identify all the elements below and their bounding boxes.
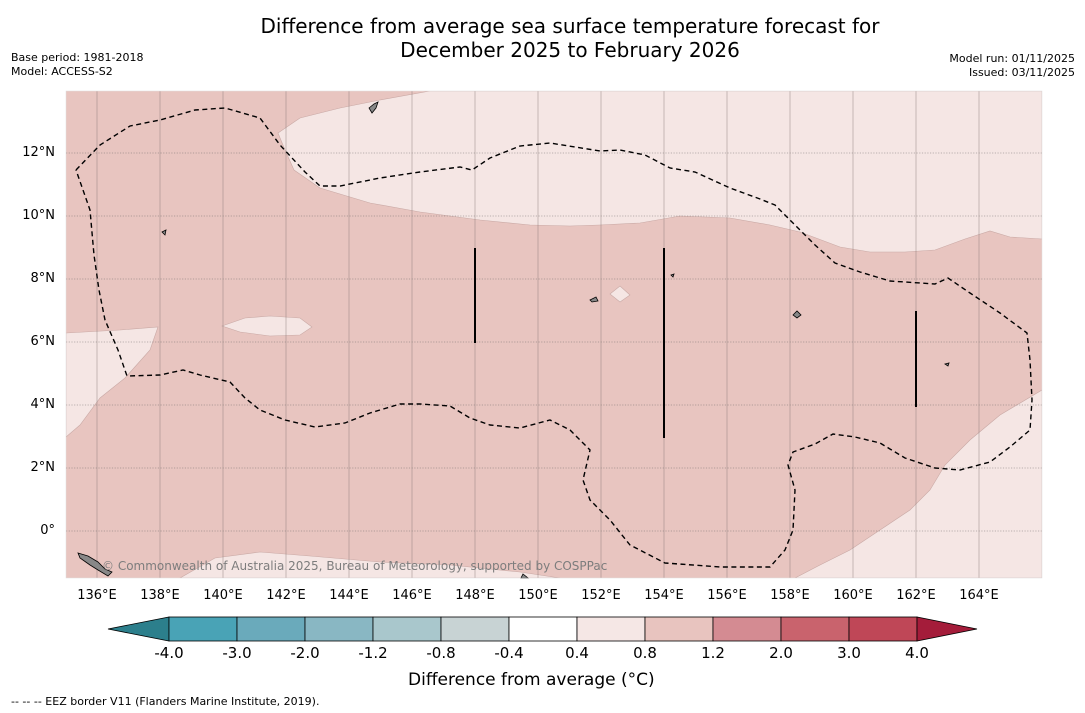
lat-label-6n: 6°N [30, 334, 56, 349]
colorbar-bin-6 [508, 616, 578, 642]
lon-label-136e: 136°E [77, 588, 117, 603]
lon-label-156e: 156°E [707, 588, 747, 603]
issued-date: Issued: 03/11/2025 [968, 66, 1075, 79]
credit-text: © Commonwealth of Australia 2025, Bureau… [102, 559, 608, 573]
lat-label-2n: 2°N [30, 460, 56, 475]
colorbar-label-3: -1.2 [358, 644, 388, 662]
colorbar-label-7: 0.8 [633, 644, 657, 662]
colorbar-bin-10 [780, 616, 850, 642]
light-anomaly-region-southeast [794, 389, 1042, 578]
lon-label-144e: 144°E [329, 588, 369, 603]
colorbar-bin-5 [440, 616, 510, 642]
colorbar-label-8: 1.2 [701, 644, 725, 662]
eez-border [75, 107, 1033, 568]
lon-label-160e: 160°E [833, 588, 873, 603]
light-anomaly-region-north [277, 91, 1042, 253]
footnote: -- -- -- EEZ border V11 (Flanders Marine… [11, 695, 320, 708]
lon-label-152e: 152°E [581, 588, 621, 603]
lat-label-10n: 10°N [22, 208, 55, 223]
colorbar-label-1: -3.0 [222, 644, 252, 662]
lat-label-4n: 4°N [30, 397, 56, 412]
title-line-2: December 2025 to February 2026 [400, 38, 740, 62]
light-anomaly-patch-west [221, 315, 313, 337]
lon-label-154e: 154°E [644, 588, 684, 603]
map-title: Difference from average sea surface temp… [0, 14, 1085, 62]
colorbar-bin-11 [848, 616, 918, 642]
colorbar-label-10: 3.0 [837, 644, 861, 662]
lon-label-140e: 140°E [203, 588, 243, 603]
islands [77, 101, 950, 579]
colorbar-bin-4 [372, 616, 442, 642]
colorbar-bin-2 [236, 616, 306, 642]
lon-label-150e: 150°E [518, 588, 558, 603]
model-name: Model: ACCESS-S2 [11, 65, 113, 78]
colorbar-bin-3 [304, 616, 374, 642]
model-run: Model run: 01/11/2025 [949, 52, 1075, 65]
colorbar [107, 616, 978, 642]
lon-label-142e: 142°E [266, 588, 306, 603]
lon-label-138e: 138°E [140, 588, 180, 603]
lat-label-0: 0° [40, 523, 55, 538]
colorbar-label-11: 4.0 [905, 644, 929, 662]
colorbar-bin-1 [168, 616, 238, 642]
colorbar-arrow-low [107, 616, 170, 642]
colorbar-label-6: 0.4 [565, 644, 589, 662]
light-anomaly-patch-south [179, 551, 561, 578]
colorbar-arrow-high [916, 616, 978, 642]
colorbar-bin-9 [712, 616, 782, 642]
lat-label-12n: 12°N [22, 145, 55, 160]
colorbar-label-0: -4.0 [154, 644, 184, 662]
colorbar-bin-7 [576, 616, 646, 642]
title-line-1: Difference from average sea surface temp… [260, 14, 880, 38]
lat-label-8n: 8°N [30, 271, 56, 286]
lon-label-162e: 162°E [896, 588, 936, 603]
lon-label-148e: 148°E [455, 588, 495, 603]
light-anomaly-region-west [66, 326, 159, 438]
gridlines [66, 152, 1042, 532]
meta-right: Model run: 01/11/2025 Issued: 03/11/2025 [949, 52, 1075, 80]
colorbar-label-2: -2.0 [290, 644, 320, 662]
light-anomaly-patch-center [609, 285, 631, 303]
colorbar-bin-8 [644, 616, 714, 642]
colorbar-title: Difference from average (°C) [408, 670, 655, 690]
colorbar-label-5: -0.4 [494, 644, 524, 662]
colorbar-label-9: 2.0 [769, 644, 793, 662]
lon-label-146e: 146°E [392, 588, 432, 603]
colorbar-label-4: -0.8 [426, 644, 456, 662]
meta-left: Base period: 1981-2018 Model: ACCESS-S2 [11, 51, 143, 79]
lon-label-164e: 164°E [959, 588, 999, 603]
map-frame [65, 90, 1043, 579]
lon-label-158e: 158°E [770, 588, 810, 603]
base-period: Base period: 1981-2018 [11, 51, 144, 64]
